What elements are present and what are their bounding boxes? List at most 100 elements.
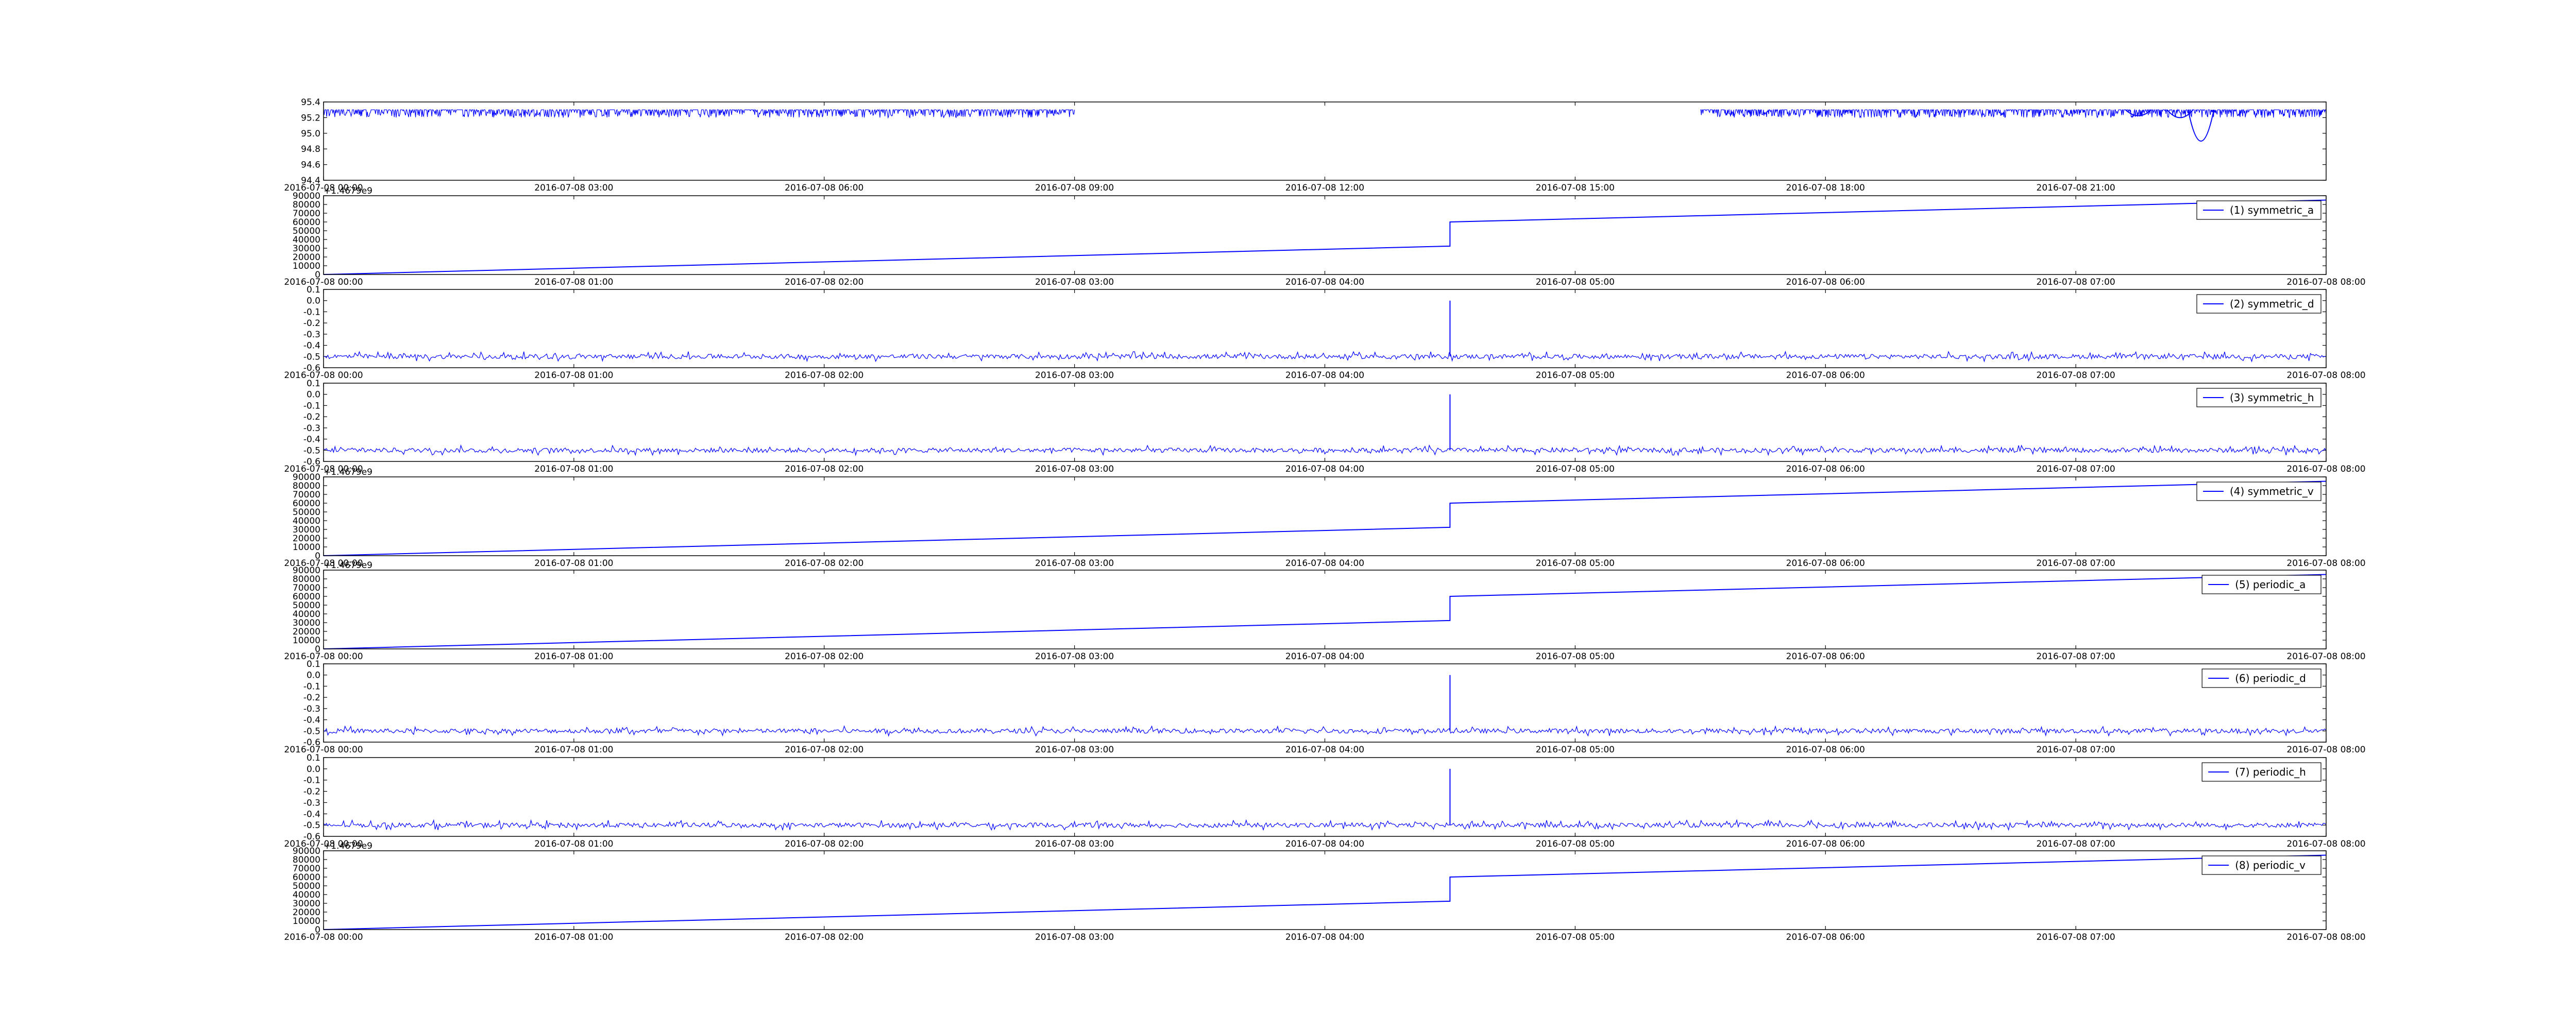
x-tick-label: 2016-07-08 04:00 [1285, 651, 1364, 662]
y-tick-label: -0.4 [303, 435, 320, 445]
x-tick-label: 2016-07-08 02:00 [785, 745, 863, 755]
y-tick-label: -0.3 [303, 423, 320, 434]
axes-frame [323, 850, 2327, 930]
x-tick-label: 2016-07-08 03:00 [1035, 277, 1114, 287]
y-tick-label: -0.5 [303, 445, 320, 456]
panel-6: 0100002000030000400005000060000700008000… [284, 560, 2365, 662]
y-tick-label: 30000 [293, 899, 320, 909]
y-tick-label: 94.8 [301, 144, 320, 154]
y-tick-label: 80000 [293, 200, 320, 210]
x-tick-label: 2016-07-08 06:00 [1786, 464, 1865, 474]
y-tick-label: -0.4 [303, 715, 320, 726]
y-tick-label: 60000 [293, 592, 320, 602]
axes-frame [323, 663, 2327, 743]
x-tick-label: 2016-07-08 01:00 [534, 464, 613, 474]
y-tick-label: 60000 [293, 217, 320, 228]
y-tick-label: 50000 [293, 226, 320, 236]
legend-label: (5) periodic_a [2235, 578, 2306, 591]
y-tick-label: -0.2 [303, 693, 320, 703]
legend-label: (4) symmetric_v [2230, 485, 2314, 497]
y-tick-label: 20000 [293, 534, 320, 544]
y-tick-label: 95.0 [301, 129, 320, 139]
series-line [323, 574, 2327, 649]
series-line [323, 480, 2327, 556]
panel-7: -0.6-0.5-0.4-0.3-0.2-0.10.00.1 2016-07-08… [284, 659, 2365, 755]
axes-frame [323, 101, 2327, 181]
y-tick-label: -0.3 [303, 330, 320, 340]
y-tick-label: 80000 [293, 481, 320, 491]
x-tick-label: 2016-07-08 06:00 [1786, 651, 1865, 662]
x-tick-label: 2016-07-08 03:00 [1035, 839, 1114, 849]
panel-2: 0100002000030000400005000060000700008000… [284, 186, 2365, 287]
series-line [1700, 108, 2327, 118]
panel-3: -0.6-0.5-0.4-0.3-0.2-0.10.00.1 2016-07-08… [284, 285, 2365, 381]
series-line [323, 350, 2327, 363]
x-tick-label: 2016-07-08 04:00 [1285, 370, 1364, 381]
x-tick-label: 2016-07-08 03:00 [1035, 558, 1114, 569]
x-tick-label: 2016-07-08 05:00 [1536, 932, 1615, 942]
y-tick-label: -0.1 [303, 681, 320, 692]
y-tick-label: -0.1 [303, 401, 320, 411]
x-tick-label: 2016-07-08 00:00 [284, 932, 363, 942]
y-tick-label: 0 [315, 270, 320, 280]
y-tick-label: 90000 [293, 846, 320, 856]
y-tick-label: 0 [315, 551, 320, 561]
x-tick-label: 2016-07-08 01:00 [534, 932, 613, 942]
y-tick-label: -0.3 [303, 798, 320, 808]
y-tick-label: -0.6 [303, 737, 320, 748]
y-tick-label: -0.5 [303, 820, 320, 831]
y-tick-label: 40000 [293, 516, 320, 526]
offset-text: +1.4679e9 [324, 186, 372, 196]
x-tick-label: 2016-07-08 02:00 [785, 932, 863, 942]
x-tick-label: 2016-07-08 08:00 [2286, 277, 2365, 287]
x-tick-label: 2016-07-08 02:00 [785, 558, 863, 569]
legend-label: (1) symmetric_a [2230, 204, 2314, 216]
x-tick-label: 2016-07-08 01:00 [534, 370, 613, 381]
x-tick-label: 2016-07-08 07:00 [2037, 464, 2115, 474]
y-tick-label: -0.2 [303, 412, 320, 422]
legend-label: (6) periodic_d [2235, 672, 2306, 684]
y-tick-label: 70000 [293, 490, 320, 500]
offset-text: +1.4679e9 [324, 560, 372, 571]
x-tick-label: 2016-07-08 04:00 [1285, 558, 1364, 569]
y-tick-label: -0.5 [303, 352, 320, 362]
offset-text: +1.4679e9 [324, 467, 372, 477]
series-line [323, 854, 2327, 930]
x-tick-label: 2016-07-08 07:00 [2037, 277, 2115, 287]
x-tick-label: 2016-07-08 00:00 [284, 558, 363, 569]
x-tick-label: 2016-07-08 06:00 [1786, 932, 1865, 942]
y-tick-label: 0.0 [307, 390, 320, 400]
y-tick-label: 80000 [293, 574, 320, 585]
x-tick-label: 2016-07-08 04:00 [1285, 745, 1364, 755]
y-tick-label: 95.2 [301, 113, 320, 123]
y-tick-label: 10000 [293, 261, 320, 271]
y-tick-label: -0.6 [303, 363, 320, 373]
y-tick-label: 30000 [293, 618, 320, 628]
series-line [323, 199, 2327, 275]
x-tick-label: 2016-07-08 00:00 [284, 839, 363, 849]
y-tick-label: 40000 [293, 890, 320, 900]
y-tick-label: 80000 [293, 855, 320, 865]
series-line [323, 819, 2327, 831]
x-tick-label: 2016-07-08 18:00 [1786, 183, 1865, 193]
x-tick-label: 2016-07-08 08:00 [2286, 839, 2365, 849]
y-tick-label: 50000 [293, 881, 320, 891]
y-tick-label: -0.4 [303, 341, 320, 351]
x-tick-label: 2016-07-08 04:00 [1285, 464, 1364, 474]
y-tick-label: 60000 [293, 499, 320, 509]
x-tick-label: 2016-07-08 07:00 [2037, 370, 2115, 381]
x-tick-label: 2016-07-08 00:00 [284, 183, 363, 193]
panel-4: -0.6-0.5-0.4-0.3-0.2-0.10.00.1 2016-07-08… [284, 379, 2365, 474]
series-line [323, 108, 1075, 119]
x-tick-label: 2016-07-08 07:00 [2037, 839, 2115, 849]
y-tick-label: -0.2 [303, 787, 320, 797]
y-tick-label: 90000 [293, 565, 320, 576]
y-tick-label: 10000 [293, 636, 320, 646]
x-tick-label: 2016-07-08 06:00 [1786, 745, 1865, 755]
x-tick-label: 2016-07-08 03:00 [534, 183, 613, 193]
panel-5: 0100002000030000400005000060000700008000… [284, 467, 2365, 569]
y-tick-label: -0.4 [303, 809, 320, 819]
x-tick-label: 2016-07-08 07:00 [2037, 932, 2115, 942]
axes-frame [323, 570, 2327, 649]
